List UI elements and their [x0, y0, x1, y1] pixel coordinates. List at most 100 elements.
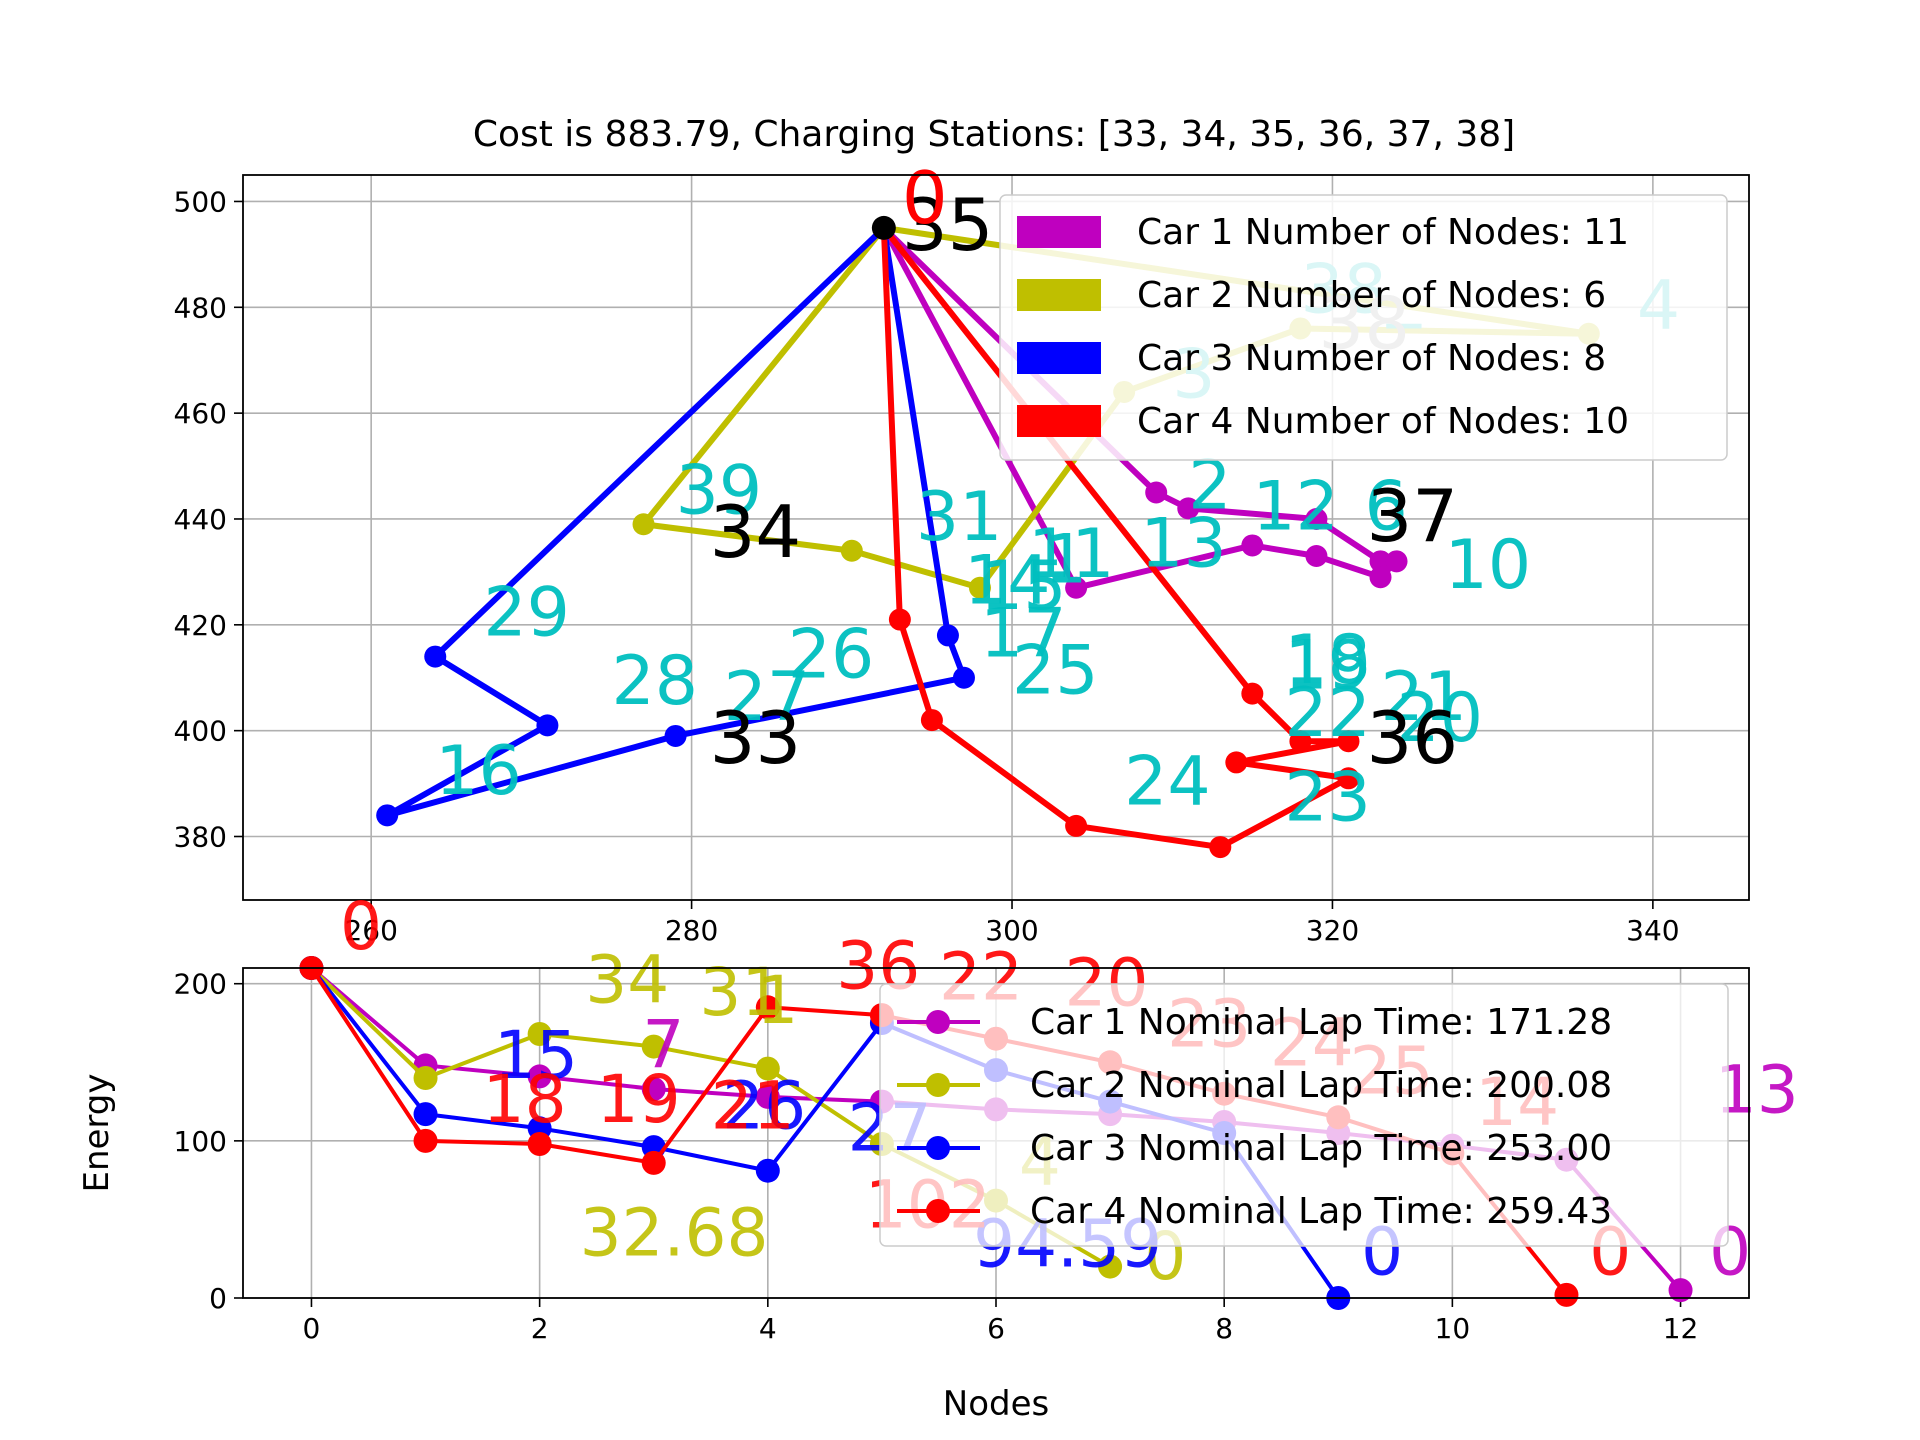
y-tick-label: 380: [174, 820, 227, 853]
route-node-marker: [968, 576, 991, 599]
legend-box: [999, 194, 1728, 461]
node-label: 11: [1028, 515, 1115, 594]
energy-marker: [1098, 1254, 1123, 1279]
node-label: 19: [1284, 626, 1371, 705]
energy-marker: [641, 1150, 666, 1175]
node-label: 26: [788, 616, 875, 695]
node-label: 20: [1397, 679, 1484, 758]
energy-marker: [755, 995, 780, 1020]
station-label: 36: [1366, 696, 1458, 780]
x-tick-label: 12: [1663, 1312, 1699, 1345]
node-label: 21: [1381, 658, 1468, 737]
node-label: 14: [964, 542, 1051, 621]
legend-box: [879, 983, 1729, 1247]
energy-label: 7: [642, 1006, 684, 1083]
x-axis-label: Nodes: [943, 1384, 1049, 1424]
route-node-marker: [1177, 497, 1200, 520]
node-label: 29: [483, 573, 570, 652]
node-label: 24: [1124, 743, 1211, 822]
route-node-marker: [1337, 767, 1360, 790]
legend-label: Car 4 Number of Nodes: 10: [1137, 401, 1629, 442]
energy-label: 31: [699, 954, 783, 1031]
node-label: 18: [1284, 621, 1371, 700]
energy-marker: [755, 1084, 780, 1109]
y-tick-label: 400: [174, 715, 227, 748]
legend-label: Car 1 Nominal Lap Time: 171.28: [1030, 1002, 1612, 1043]
x-tick-label: 340: [1626, 914, 1679, 947]
node-label: 10: [1445, 526, 1532, 605]
y-tick-label: 460: [174, 397, 227, 430]
legend-swatch: [1017, 279, 1101, 311]
legend-marker: [926, 1010, 950, 1034]
energy-marker: [413, 1066, 438, 1090]
route-node-marker: [1369, 566, 1392, 589]
depot-label: 0: [902, 156, 948, 240]
route-node-marker: [1065, 576, 1088, 599]
energy-label: 1: [756, 962, 798, 1039]
legend-marker: [926, 1136, 950, 1160]
route-node-marker: [1369, 550, 1392, 573]
legend-swatch: [1017, 405, 1101, 437]
node-label: 25: [1012, 632, 1099, 711]
x-tick-label: 320: [1306, 914, 1359, 947]
route-node-marker: [632, 513, 655, 536]
energy-label: 19: [597, 1061, 681, 1138]
route-node-marker: [536, 714, 559, 737]
node-label: 12: [1252, 468, 1339, 547]
station-label: 33: [710, 696, 802, 780]
route-node-marker: [840, 539, 863, 562]
route-node-marker: [424, 645, 447, 668]
y-tick-label: 480: [174, 291, 227, 324]
route-node-marker: [1241, 534, 1264, 557]
node-label: 28: [611, 642, 698, 721]
route-node-marker: [920, 709, 943, 732]
legend-label: Car 2 Nominal Lap Time: 200.08: [1030, 1065, 1612, 1106]
node-label: 13: [1140, 505, 1227, 584]
x-tick-label: 260: [344, 914, 397, 947]
route-node-marker: [1241, 682, 1264, 705]
x-tick-label: 2: [531, 1312, 549, 1345]
y-tick-label: 200: [174, 968, 227, 1001]
route-node-marker: [664, 724, 687, 747]
route-node-marker: [376, 804, 399, 827]
route-node-marker: [1305, 507, 1328, 530]
node-label: 31: [916, 478, 1003, 557]
legend-label: Car 1 Number of Nodes: 11: [1137, 212, 1629, 253]
route-node-marker: [888, 608, 911, 631]
energy-marker: [641, 1077, 666, 1101]
x-tick-label: 6: [987, 1312, 1005, 1345]
route-node-marker: [936, 624, 959, 647]
route-node-marker: [952, 666, 975, 689]
node-label: 6: [1364, 468, 1407, 547]
node-label: 1: [1044, 520, 1087, 599]
energy-label: 34: [585, 942, 669, 1019]
route-node-marker: [1065, 814, 1088, 837]
route-node-marker: [1225, 751, 1248, 774]
energy-marker: [413, 1102, 438, 1127]
node-label: 27: [724, 658, 811, 737]
x-tick-label: 10: [1435, 1312, 1471, 1345]
route-node-marker: [1209, 836, 1232, 859]
energy-label: 13: [1715, 1052, 1799, 1129]
energy-marker: [527, 1132, 552, 1156]
node-label: 22: [1284, 674, 1371, 753]
energy-label: 0: [340, 888, 382, 965]
energy-label: 21: [711, 1067, 795, 1144]
legend-label: Car 3 Nominal Lap Time: 253.00: [1030, 1128, 1612, 1169]
energy-label: 15: [494, 1017, 578, 1094]
energy-marker: [527, 1022, 552, 1046]
energy-label: 32.68: [580, 1195, 769, 1272]
route-node-marker: [1305, 545, 1328, 568]
node-label: 39: [676, 452, 763, 531]
node-label: 16: [435, 732, 522, 811]
y-tick-label: 420: [174, 609, 227, 642]
legend-label: Car 4 Nominal Lap Time: 259.43: [1030, 1191, 1612, 1232]
y-tick-label: 440: [174, 503, 227, 536]
energy-marker: [755, 1056, 780, 1081]
plot-frame: [242, 967, 1750, 1299]
legend-label: Car 2 Number of Nodes: 6: [1137, 275, 1606, 316]
energy-marker: [527, 1064, 552, 1089]
y-tick-label: 100: [174, 1125, 227, 1158]
